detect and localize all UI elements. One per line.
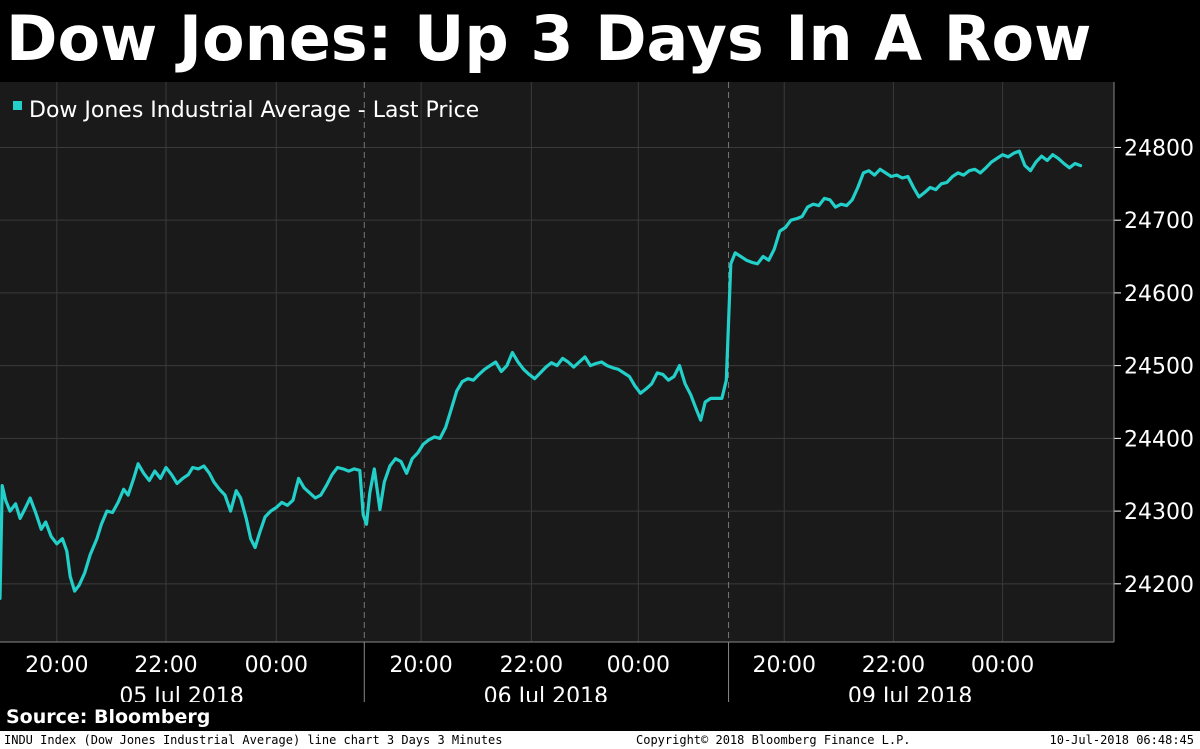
x-date-label: 09 Jul 2018 (848, 684, 973, 702)
footer-description: INDU Index (Dow Jones Industrial Average… (4, 733, 503, 747)
x-tick-label: 00:00 (971, 653, 1034, 678)
x-tick-label: 22:00 (862, 653, 925, 678)
y-tick-label: 24300 (1124, 500, 1194, 525)
y-tick-label: 24400 (1124, 427, 1194, 452)
y-tick-label: 24700 (1124, 209, 1194, 234)
y-tick-label: 24500 (1124, 355, 1194, 380)
x-date-label: 06 Jul 2018 (484, 684, 609, 702)
y-tick-label: 24600 (1124, 282, 1194, 307)
source-label: Source: Bloomberg (6, 706, 211, 728)
x-tick-label: 00:00 (245, 653, 308, 678)
x-tick-label: 22:00 (500, 653, 563, 678)
x-tick-label: 20:00 (753, 653, 816, 678)
footer-copyright: Copyright© 2018 Bloomberg Finance L.P. (636, 733, 911, 747)
x-tick-label: 00:00 (607, 653, 670, 678)
footer-timestamp: 10-Jul-2018 06:48:45 (1049, 733, 1195, 747)
chart-title: Dow Jones: Up 3 Days In A Row (6, 2, 1092, 75)
legend-swatch (13, 101, 22, 110)
legend-label: Dow Jones Industrial Average - Last Pric… (29, 98, 479, 123)
x-tick-label: 20:00 (389, 653, 452, 678)
line-chart: 24200 24300 24400 24500 24600 24700 24800 20:00… (0, 82, 1194, 702)
x-tick-label: 20:00 (25, 653, 88, 678)
footer-bar (0, 731, 1200, 749)
y-tick-label: 24200 (1124, 573, 1194, 598)
x-tick-label: 22:00 (134, 653, 197, 678)
plot-area (0, 82, 1114, 642)
y-tick-label: 24800 (1124, 136, 1194, 161)
x-date-label: 05 Jul 2018 (119, 684, 244, 702)
series-line (0, 149, 1083, 600)
